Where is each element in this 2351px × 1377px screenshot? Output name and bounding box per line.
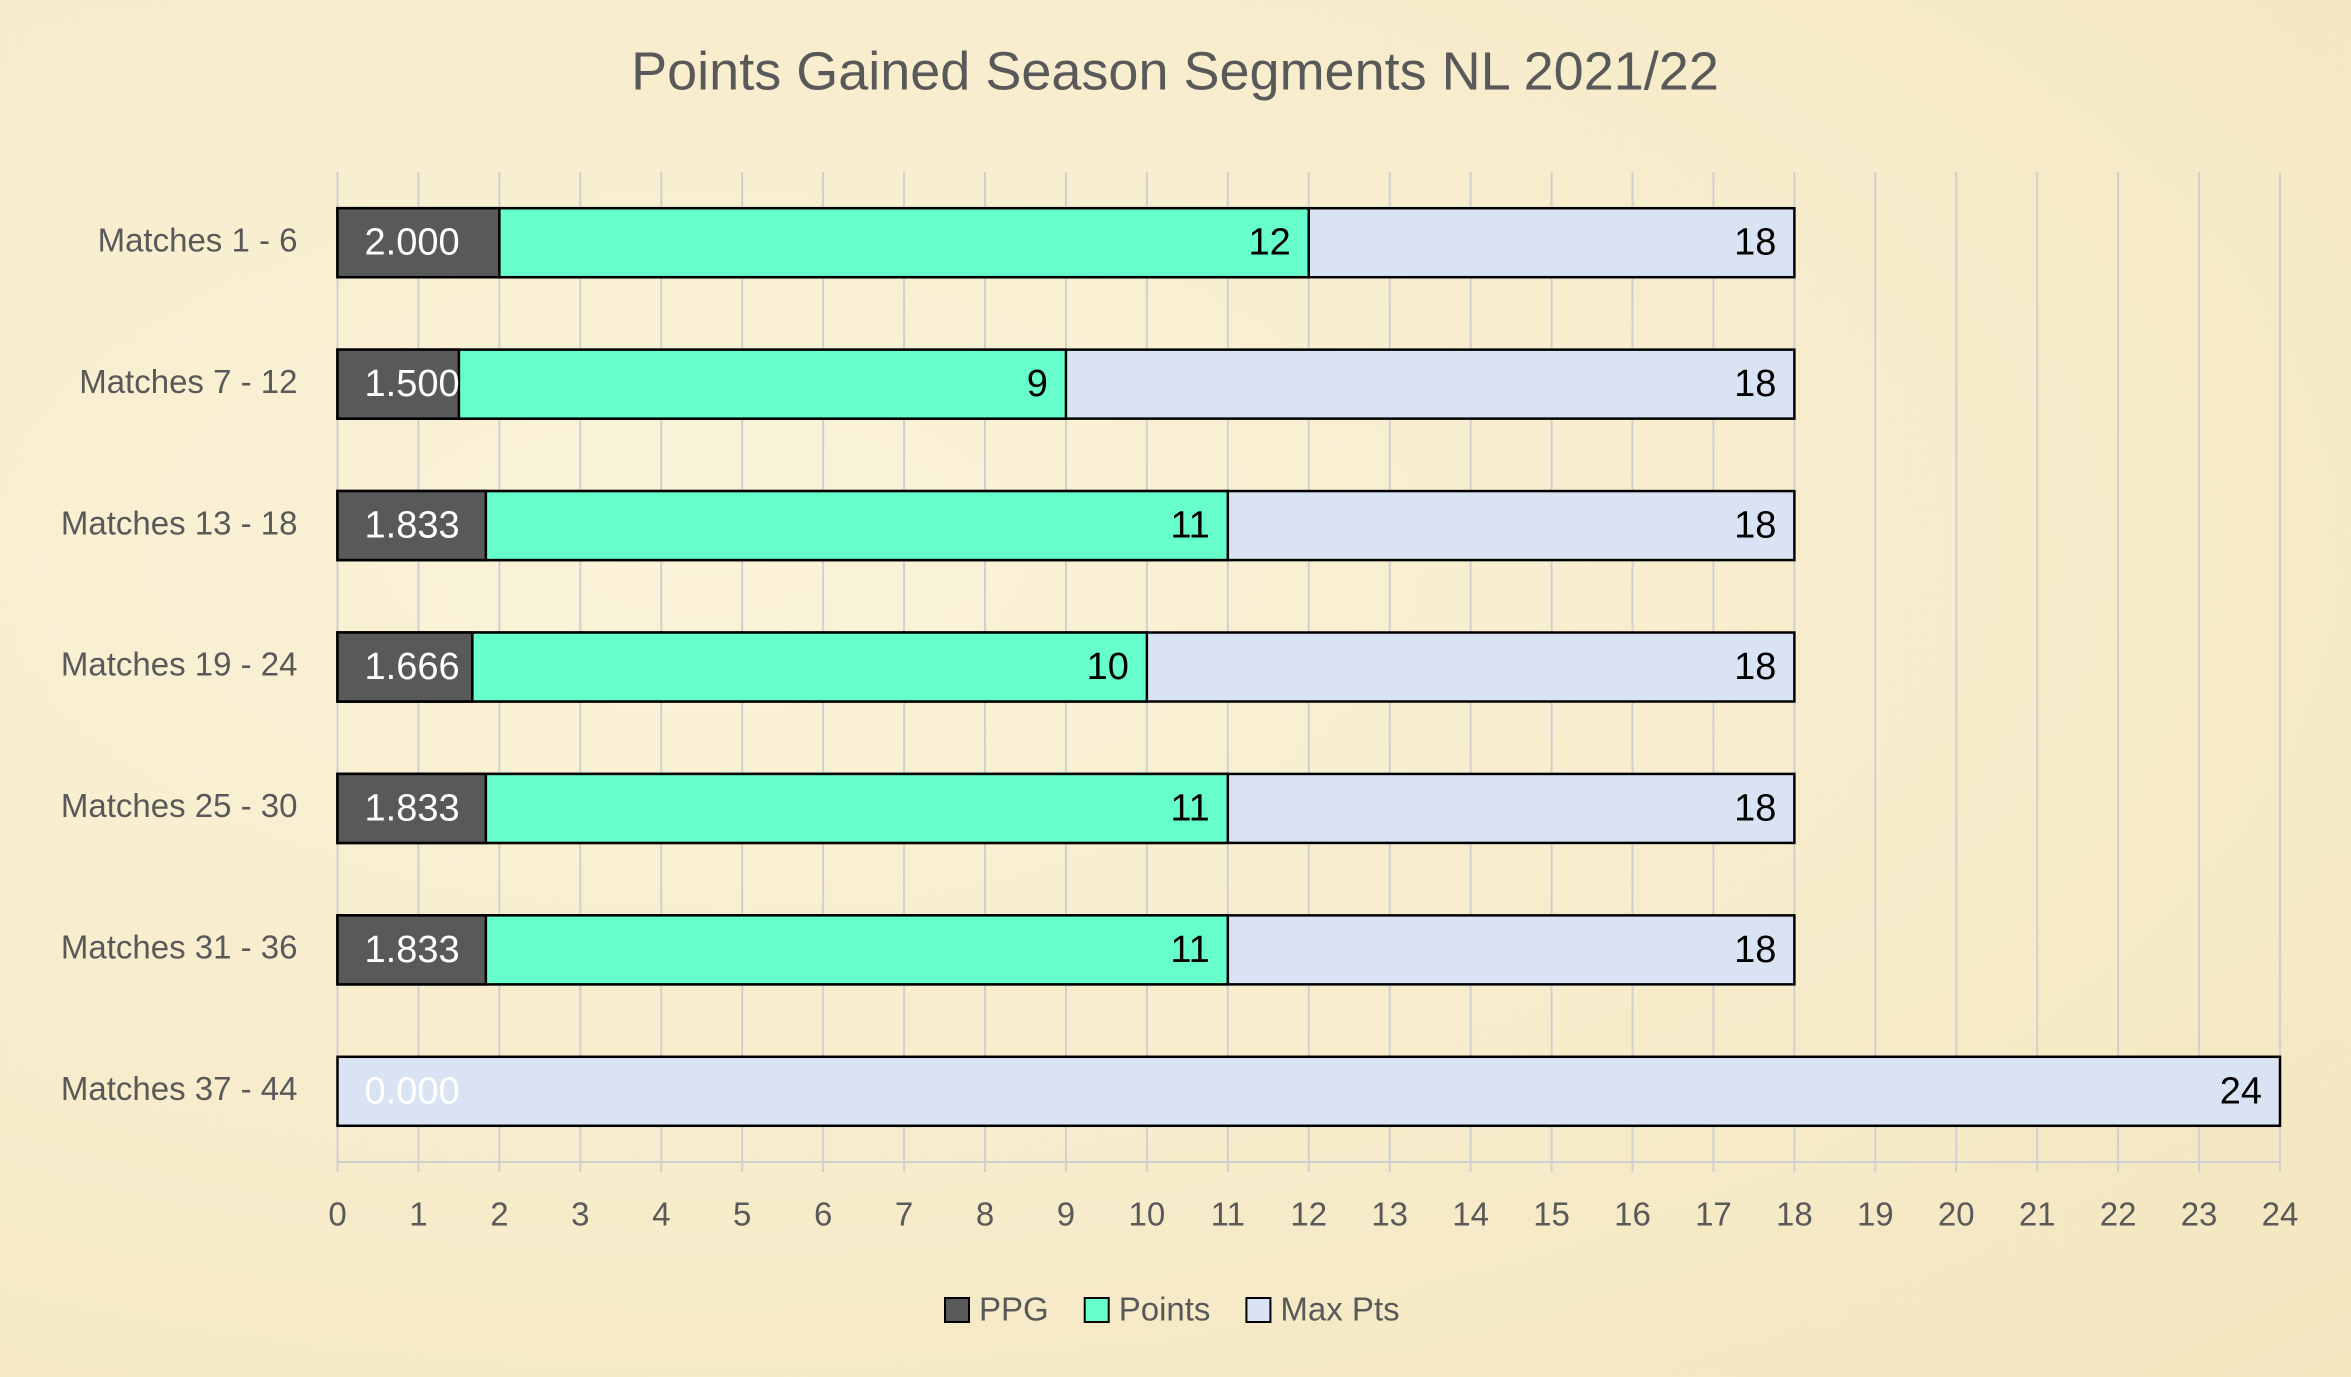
x-tick-label: 11 [1211, 1196, 1245, 1233]
data-label: 12 [1248, 222, 1290, 264]
x-tick-label: 4 [652, 1196, 670, 1233]
data-label: 18 [1734, 505, 1776, 547]
legend-label: Max Pts [1280, 1291, 1399, 1328]
data-label: 18 [1734, 929, 1776, 971]
x-tick-label: 10 [1129, 1196, 1166, 1233]
data-label: 18 [1734, 222, 1776, 264]
y-tick-label: Matches 1 - 6 [98, 221, 298, 258]
y-tick-label: Matches 13 - 18 [61, 504, 298, 541]
x-tick-label: 22 [2100, 1196, 2137, 1233]
legend-label: PPG [979, 1291, 1049, 1328]
data-label: 10 [1087, 646, 1129, 688]
data-label: 1.500 [365, 363, 460, 405]
x-tick-label: 7 [895, 1196, 913, 1233]
legend-label: Points [1119, 1291, 1211, 1328]
legend-swatch [1245, 1297, 1272, 1323]
bar [336, 489, 488, 562]
bar [336, 772, 488, 845]
data-label: 24 [2220, 1070, 2262, 1112]
x-tick-label: 18 [1776, 1196, 1813, 1233]
x-tick-label: 16 [1614, 1196, 1651, 1233]
data-label: 1.833 [365, 787, 460, 829]
data-label: 9 [1027, 363, 1048, 405]
legend-swatch [944, 1297, 970, 1323]
data-label: 1.833 [365, 505, 460, 547]
data-label: 1.666 [365, 646, 460, 688]
y-tick-label: Matches 19 - 24 [61, 646, 298, 683]
y-tick-label: Matches 37 - 44 [61, 1070, 298, 1107]
x-tick-label: 5 [733, 1196, 751, 1233]
bar [336, 206, 501, 279]
y-tick-label: Matches 7 - 12 [79, 363, 297, 400]
bar [336, 1055, 2282, 1128]
x-tick-label: 24 [2262, 1196, 2299, 1233]
bar [336, 631, 474, 703]
x-tick-label: 13 [1371, 1196, 1408, 1233]
data-label: 0.000 [365, 1070, 460, 1112]
chart-title: Points Gained Season Segments NL 2021/22 [631, 41, 1719, 101]
x-tick-label: 6 [814, 1196, 832, 1233]
data-label: 18 [1734, 787, 1776, 829]
x-tick-label: 0 [328, 1196, 346, 1233]
data-label: 11 [1170, 505, 1209, 547]
x-tick-label: 8 [976, 1196, 994, 1233]
x-tick-label: 9 [1057, 1196, 1075, 1233]
bar [336, 914, 488, 986]
legend-swatch [1083, 1297, 1110, 1323]
data-label: 18 [1734, 646, 1776, 688]
data-label: 1.833 [365, 929, 460, 971]
x-tick-label: 17 [1695, 1196, 1732, 1233]
data-label: 11 [1170, 787, 1209, 829]
x-tick-label: 14 [1452, 1196, 1489, 1233]
y-tick-label: Matches 31 - 36 [61, 929, 298, 966]
data-label: 2.000 [365, 222, 460, 264]
x-tick-label: 20 [1938, 1196, 1975, 1233]
x-tick-label: 1 [409, 1196, 427, 1233]
x-tick-label: 15 [1533, 1196, 1570, 1233]
data-label: 11 [1170, 929, 1209, 971]
y-tick-label: Matches 25 - 30 [61, 787, 298, 824]
data-label: 18 [1734, 363, 1776, 405]
x-tick-label: 23 [2181, 1196, 2218, 1233]
x-tick-label: 21 [2019, 1196, 2056, 1233]
x-tick-label: 19 [1857, 1196, 1894, 1233]
x-tick-label: 12 [1290, 1196, 1327, 1233]
x-tick-label: 3 [571, 1196, 589, 1233]
bar [336, 348, 461, 420]
x-tick-label: 2 [490, 1196, 508, 1233]
